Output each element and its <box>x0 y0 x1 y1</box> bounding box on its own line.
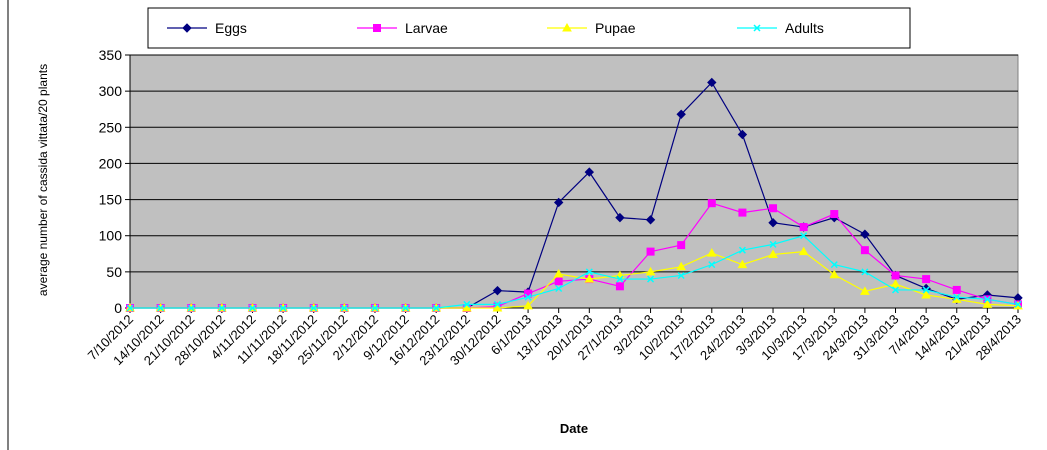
data-point <box>553 197 564 208</box>
data-point <box>922 286 930 294</box>
legend-marker <box>753 24 761 32</box>
data-point <box>340 304 348 312</box>
data-point <box>799 223 808 232</box>
legend-marker <box>182 23 192 33</box>
data-point <box>585 268 593 276</box>
y-axis-label: average number of cassida vittata/20 pla… <box>36 64 50 296</box>
data-point <box>645 215 656 225</box>
data-point <box>738 246 746 254</box>
data-point <box>554 277 563 286</box>
data-point <box>891 286 900 294</box>
y-tick-label: 250 <box>99 119 123 135</box>
data-point <box>677 241 686 250</box>
y-tick-label: 0 <box>114 300 122 316</box>
data-point <box>461 302 472 312</box>
legend-label: Adults <box>785 20 824 36</box>
data-point <box>829 269 840 279</box>
data-point <box>615 212 625 223</box>
x-axis-label: Date <box>560 421 588 436</box>
data-point <box>402 304 410 312</box>
y-tick-label: 50 <box>106 264 122 280</box>
data-point <box>524 293 532 301</box>
legend-label: Eggs <box>215 20 247 36</box>
data-point <box>432 304 440 312</box>
data-point <box>738 208 747 217</box>
data-point <box>615 282 624 291</box>
data-point <box>830 210 839 219</box>
series-line <box>130 235 1019 309</box>
data-point <box>707 77 717 88</box>
data-point <box>645 266 656 276</box>
plot-area <box>129 54 1019 309</box>
y-tick-label: 350 <box>99 47 123 63</box>
data-point <box>676 261 687 271</box>
data-point <box>737 259 748 269</box>
data-point <box>584 167 595 177</box>
y-tick-label: 150 <box>99 192 123 208</box>
data-point <box>157 304 165 312</box>
data-point <box>921 289 931 299</box>
data-point <box>861 268 869 276</box>
data-point <box>492 302 503 312</box>
data-point <box>218 304 226 312</box>
data-point <box>860 229 870 239</box>
legend-marker <box>562 22 572 32</box>
legend-label: Larvae <box>405 20 448 36</box>
data-point <box>707 199 716 208</box>
data-point <box>616 275 624 283</box>
data-point <box>891 271 900 280</box>
data-point <box>800 232 808 240</box>
data-point <box>768 217 778 228</box>
data-point <box>647 275 655 283</box>
legend-label: Pupae <box>595 20 636 36</box>
data-point <box>126 304 134 312</box>
data-point <box>952 285 961 294</box>
data-point <box>737 129 748 140</box>
data-point <box>463 300 471 308</box>
data-point <box>555 284 563 293</box>
data-point <box>676 109 686 119</box>
data-point <box>768 249 778 259</box>
data-point <box>371 304 379 312</box>
data-point <box>279 304 287 312</box>
y-tick-label: 200 <box>99 155 123 171</box>
data-point <box>708 261 716 269</box>
data-point <box>982 299 993 308</box>
y-tick-label: 300 <box>99 83 123 99</box>
data-point <box>310 304 318 312</box>
data-point <box>769 240 777 248</box>
data-point <box>953 293 961 301</box>
data-point <box>248 304 257 312</box>
data-point <box>584 274 595 283</box>
data-point <box>492 285 503 296</box>
legend <box>147 7 911 49</box>
data-point <box>493 300 501 308</box>
data-point <box>983 295 991 303</box>
legend-marker <box>373 24 381 32</box>
data-point <box>646 247 655 256</box>
data-point <box>706 248 717 257</box>
data-point <box>523 300 533 310</box>
data-point <box>890 279 901 288</box>
data-point <box>187 304 195 312</box>
y-tick-label: 100 <box>99 228 123 244</box>
data-point <box>553 269 564 278</box>
data-point <box>677 271 685 280</box>
data-point <box>922 275 931 284</box>
data-point <box>860 246 869 255</box>
data-point <box>1014 300 1022 308</box>
data-point <box>860 286 870 295</box>
data-point <box>830 261 838 269</box>
data-point <box>798 246 809 256</box>
data-point <box>769 204 778 213</box>
